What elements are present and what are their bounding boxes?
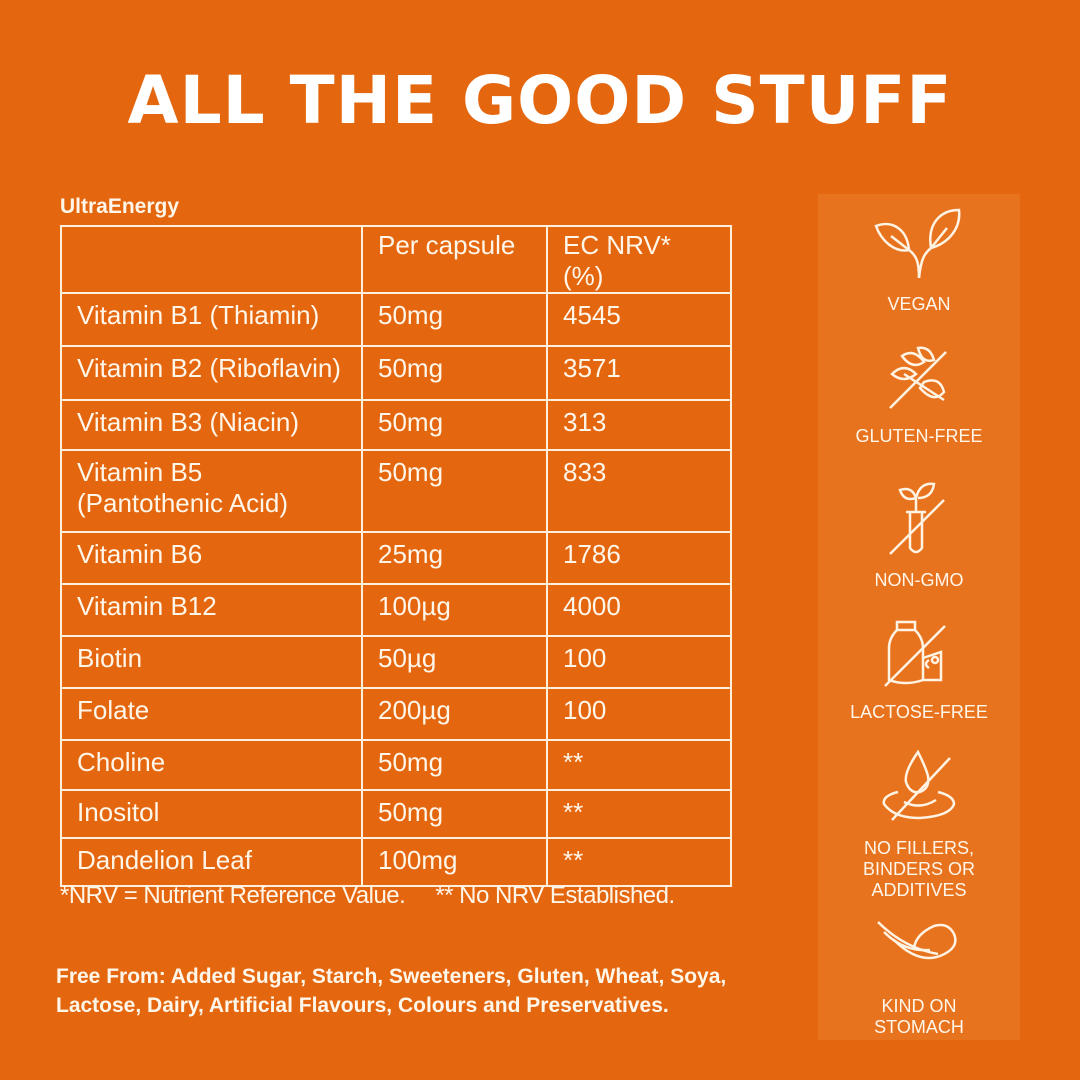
badge-kind-on-stomach: KIND ON STOMACH (818, 918, 1020, 1038)
test-tube-plant-crossed-icon (889, 482, 945, 555)
badge-non-gmo: NON-GMO (818, 480, 1020, 591)
table-row: Vitamin B12 100µg 4000 (60, 583, 732, 637)
nrv-value: 100 (546, 635, 732, 689)
badge-label: NON-GMO (874, 570, 964, 590)
badge-label: GLUTEN-FREE (855, 426, 983, 446)
table-row: Vitamin B6 25mg 1786 (60, 531, 732, 585)
per-capsule-value: 50mg (361, 345, 548, 401)
table-row: Biotin 50µg 100 (60, 635, 732, 689)
nutrient-name: Choline (60, 739, 363, 791)
wheat-crossed-icon (889, 346, 947, 409)
nrv-value: ** (546, 739, 732, 791)
nutrient-name: Inositol (60, 789, 363, 839)
badge-label: NO FILLERS, BINDERS OR ADDITIVES (862, 838, 976, 900)
nrv-value: 833 (546, 449, 732, 533)
feather-icon (877, 921, 957, 960)
nrv-value: ** (546, 837, 732, 887)
per-capsule-value: 100mg (361, 837, 548, 887)
badge-gluten-free: GLUTEN-FREE (818, 344, 1020, 447)
nutrient-name: Vitamin B12 (60, 583, 363, 637)
milk-cheese-crossed-icon (884, 620, 946, 687)
table-row: Inositol 50mg ** (60, 789, 732, 839)
nrv-value: 313 (546, 399, 732, 451)
per-capsule-value: 50mg (361, 292, 548, 347)
no-nrv-footnote: ** No NRV Established. (435, 882, 675, 909)
nutrient-name: Dandelion Leaf (60, 837, 363, 887)
badges-panel: VEGAN GLUTEN-FREE NON-GMO LACTOSE-FREE N… (818, 194, 1020, 1040)
badge-lactose-free: LACTOSE-FREE (818, 618, 1020, 723)
table-header-row: Per capsule EC NRV* (%) (60, 225, 732, 294)
badge-label: VEGAN (887, 294, 951, 314)
column-header: EC NRV* (%) (546, 225, 732, 294)
nrv-value: ** (546, 789, 732, 839)
table-row: Dandelion Leaf 100mg ** (60, 837, 732, 887)
per-capsule-value: 50mg (361, 449, 548, 533)
per-capsule-value: 50mg (361, 739, 548, 791)
table-row: Vitamin B2 (Riboflavin) 50mg 3571 (60, 345, 732, 401)
nrv-value: 1786 (546, 531, 732, 585)
per-capsule-value: 100µg (361, 583, 548, 637)
badge-no-fillers: NO FILLERS, BINDERS OR ADDITIVES (818, 748, 1020, 901)
per-capsule-value: 50mg (361, 399, 548, 451)
badge-vegan: VEGAN (818, 208, 1020, 315)
table-row: Vitamin B1 (Thiamin) 50mg 4545 (60, 292, 732, 347)
table-row: Vitamin B5 (Pantothenic Acid) 50mg 833 (60, 449, 732, 533)
drop-crossed-icon (882, 749, 956, 821)
per-capsule-value: 200µg (361, 687, 548, 741)
table-row: Folate 200µg 100 (60, 687, 732, 741)
nutrition-table: Per capsule EC NRV* (%) Vitamin B1 (Thiami… (60, 225, 732, 887)
badge-label: LACTOSE-FREE (850, 702, 988, 722)
per-capsule-value: 50µg (361, 635, 548, 689)
per-capsule-value: 25mg (361, 531, 548, 585)
nrv-value: 100 (546, 687, 732, 741)
nutrient-name: Biotin (60, 635, 363, 689)
product-name: UltraEnergy (60, 195, 180, 218)
nutrient-name: Vitamin B2 (Riboflavin) (60, 345, 363, 401)
nutrient-name: Vitamin B3 (Niacin) (60, 399, 363, 451)
column-header (60, 225, 363, 294)
nrv-footnote: *NRV = Nutrient Reference Value. (60, 882, 406, 909)
free-from-text: Free From: Added Sugar, Starch, Sweetene… (56, 965, 727, 1017)
page-title: ALL THE GOOD STUFF (127, 62, 953, 139)
nutrient-name: Vitamin B6 (60, 531, 363, 585)
column-header: Per capsule (361, 225, 548, 294)
leaf-sprout-icon (874, 208, 961, 279)
nutrient-name: Vitamin B5 (Pantothenic Acid) (60, 449, 363, 533)
badge-label: KIND ON STOMACH (874, 996, 964, 1037)
nrv-value: 4000 (546, 583, 732, 637)
table-row: Vitamin B3 (Niacin) 50mg 313 (60, 399, 732, 451)
nrv-value: 3571 (546, 345, 732, 401)
table-row: Choline 50mg ** (60, 739, 732, 791)
nrv-value: 4545 (546, 292, 732, 347)
footnotes: *NRV = Nutrient Reference Value. ** No NR… (60, 882, 675, 910)
nutrient-name: Vitamin B1 (Thiamin) (60, 292, 363, 347)
nutrient-name: Folate (60, 687, 363, 741)
per-capsule-value: 50mg (361, 789, 548, 839)
